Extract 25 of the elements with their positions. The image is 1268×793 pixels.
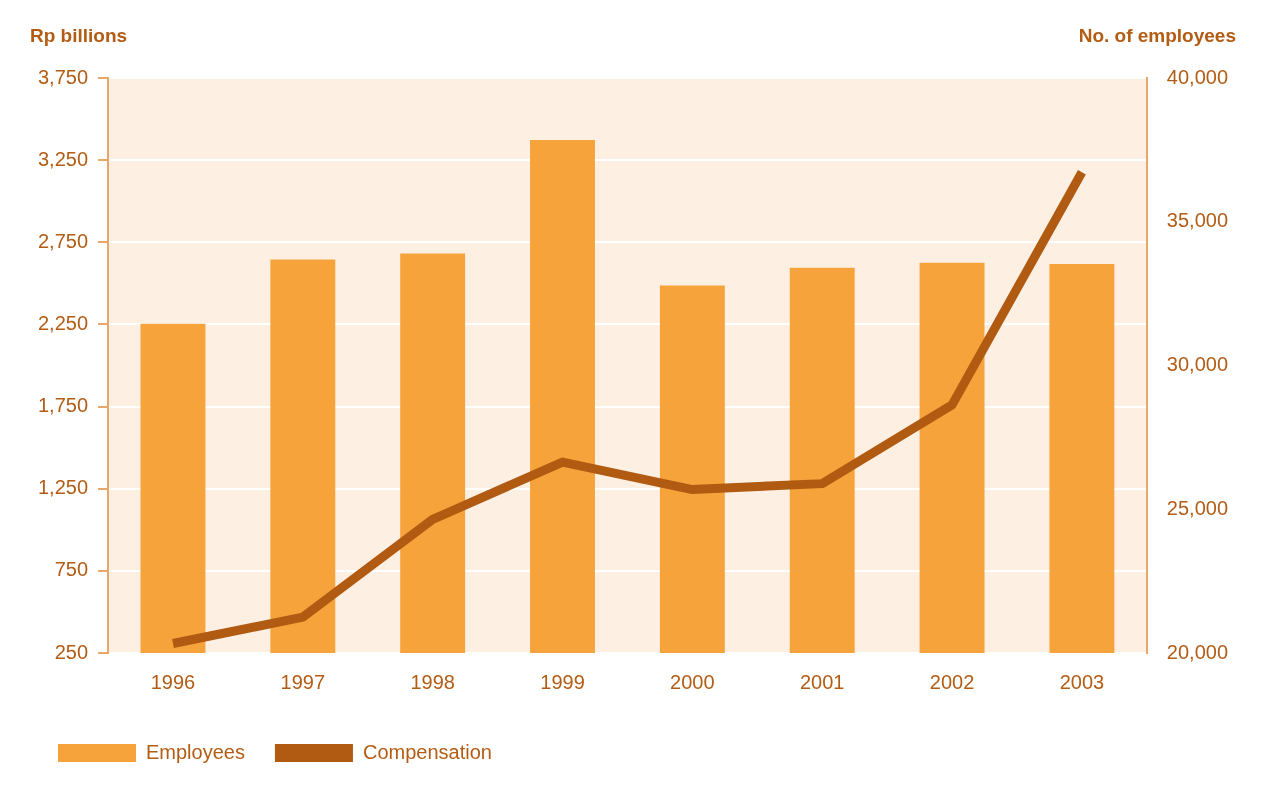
y-tick-label: 1,250 xyxy=(37,476,89,499)
x-tick-label: 2002 xyxy=(929,670,975,693)
y2-tick-label: 35,000 xyxy=(1166,209,1228,232)
y2-tick-label: 20,000 xyxy=(1166,640,1228,663)
y-tick-label: 2,250 xyxy=(37,311,89,334)
y-tick-label: 1,750 xyxy=(37,394,89,417)
y2-tick-label: 25,000 xyxy=(1166,496,1228,519)
x-tick-label: 2001 xyxy=(799,670,845,693)
y-tick-label: 250 xyxy=(54,640,89,663)
legend-label: Compensation xyxy=(362,740,492,763)
x-tick-label: 1996 xyxy=(150,670,196,693)
x-tick-label: 2000 xyxy=(670,670,715,693)
y2-tick-label: 40,000 xyxy=(1166,65,1228,88)
y-tick-label: 2,750 xyxy=(37,229,89,252)
y-axis-title: Rp billions xyxy=(30,25,128,46)
legend-label: Employees xyxy=(146,740,245,763)
x-tick-label: 1998 xyxy=(410,670,455,693)
y-tick-label: 3,250 xyxy=(37,147,89,170)
y2-tick-label: 30,000 xyxy=(1166,353,1228,376)
y-tick-label: 750 xyxy=(54,558,89,581)
x-tick-label: 2003 xyxy=(1059,670,1105,693)
y2-axis-title: No. of employees xyxy=(1078,25,1236,46)
x-tick-label: 1997 xyxy=(280,670,326,693)
y-tick-label: 3,750 xyxy=(37,65,89,88)
x-tick-label: 1999 xyxy=(540,670,585,693)
